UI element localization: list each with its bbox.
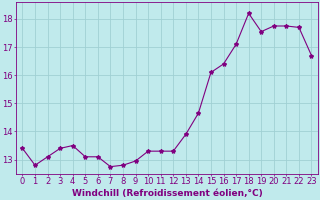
X-axis label: Windchill (Refroidissement éolien,°C): Windchill (Refroidissement éolien,°C)	[72, 189, 262, 198]
